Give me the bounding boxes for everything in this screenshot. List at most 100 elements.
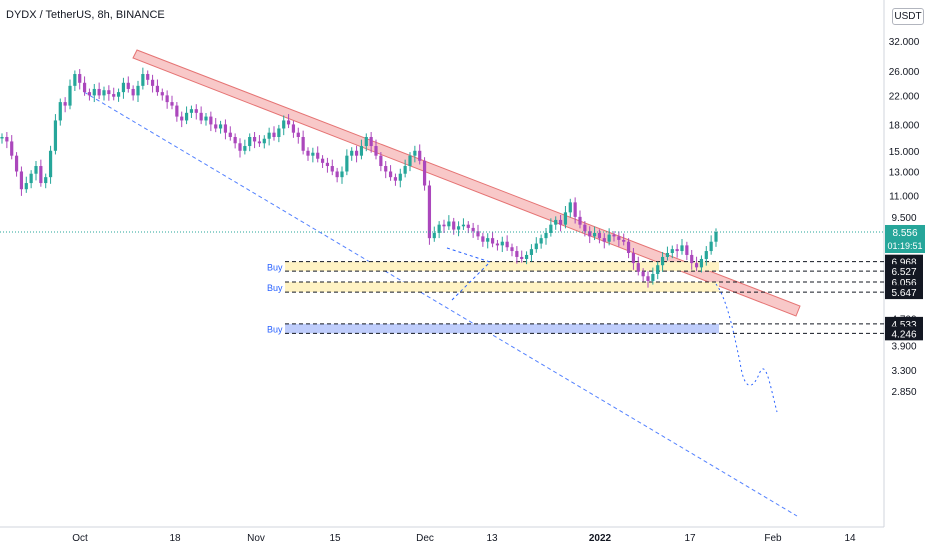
- candle: [534, 237, 538, 253]
- candle: [175, 102, 179, 122]
- candle: [14, 152, 19, 177]
- candle-body: [626, 241, 631, 253]
- candle: [155, 79, 160, 96]
- candle-body: [194, 109, 198, 113]
- candle: [243, 139, 247, 155]
- candle-body: [461, 224, 466, 227]
- candle: [690, 249, 694, 270]
- candle: [612, 231, 616, 242]
- candle: [184, 106, 189, 125]
- candle-body: [714, 231, 718, 242]
- price-marker-label: 5.647: [891, 288, 916, 299]
- candle-body: [456, 226, 461, 230]
- candle: [141, 67, 145, 90]
- candle: [24, 176, 28, 193]
- candle: [330, 159, 334, 176]
- candle-body: [87, 92, 92, 96]
- candle-body: [384, 166, 388, 172]
- candle-body: [651, 273, 655, 281]
- candle-body: [490, 238, 495, 244]
- candle: [160, 88, 164, 101]
- candle: [354, 145, 359, 163]
- last-price-marker: [885, 224, 925, 253]
- candle: [262, 135, 266, 149]
- candle-body: [320, 158, 325, 163]
- price-marker: [885, 285, 923, 300]
- candle-body: [539, 238, 543, 244]
- candle: [660, 251, 665, 272]
- candle: [709, 235, 713, 255]
- currency-badge[interactable]: USDT: [892, 8, 924, 25]
- candle: [398, 168, 402, 188]
- candle-body: [612, 234, 616, 237]
- candle-body: [248, 136, 252, 147]
- candle: [325, 157, 330, 173]
- candle-body: [592, 232, 597, 237]
- candle-body: [316, 152, 320, 159]
- time-tick-label: Feb: [764, 533, 782, 544]
- candle: [209, 111, 213, 132]
- projection-path: [715, 283, 778, 413]
- candle: [447, 215, 451, 230]
- candle-body: [568, 202, 572, 213]
- candle: [578, 210, 582, 229]
- candle: [180, 111, 184, 128]
- time-tick-label: 13: [486, 533, 498, 544]
- candle-body: [427, 185, 432, 239]
- candle-body: [10, 141, 14, 156]
- candle: [714, 228, 718, 247]
- candle-body: [524, 254, 529, 259]
- candle-body: [388, 171, 393, 178]
- candle: [602, 233, 606, 249]
- candle-body: [252, 136, 257, 142]
- candle: [617, 231, 621, 247]
- candle-body: [136, 85, 140, 96]
- candle: [126, 76, 130, 93]
- candle: [63, 97, 67, 113]
- candle: [505, 235, 509, 251]
- candle-body: [563, 212, 568, 225]
- candle: [369, 132, 373, 153]
- candle-body: [155, 85, 160, 93]
- candle-body: [277, 128, 281, 137]
- candle: [549, 218, 553, 237]
- candle-body: [78, 74, 82, 83]
- buy-zone-3-label: Buy: [267, 325, 283, 335]
- candle: [486, 233, 490, 249]
- candle-body: [495, 243, 500, 246]
- candle: [685, 241, 689, 261]
- candle-body: [418, 150, 422, 161]
- buy-zone-1-label: Buy: [267, 262, 283, 272]
- candle: [461, 218, 466, 230]
- candle-body: [408, 155, 412, 167]
- candle-body: [505, 241, 509, 248]
- candle-body: [0, 136, 4, 139]
- candle: [233, 133, 237, 149]
- price-tick-label: 3.300: [891, 366, 916, 377]
- price-marker: [885, 326, 923, 341]
- candle-body: [214, 124, 218, 129]
- candle-body: [204, 116, 208, 121]
- candle-body: [578, 216, 582, 225]
- candle: [641, 268, 645, 282]
- candle-body: [646, 276, 650, 281]
- candle-body: [403, 166, 407, 174]
- candle: [427, 180, 432, 245]
- candle: [694, 256, 699, 272]
- candle-body: [53, 120, 58, 151]
- candle: [73, 70, 77, 91]
- candle: [267, 127, 271, 146]
- candle: [39, 159, 43, 187]
- candle: [150, 74, 155, 93]
- buy-zone-3: [285, 323, 719, 334]
- candle-body: [359, 146, 364, 156]
- candle: [82, 76, 87, 96]
- candle-body: [102, 90, 106, 96]
- candle: [345, 149, 349, 176]
- last-price-countdown: 01:19:51: [887, 241, 922, 251]
- candle: [87, 88, 92, 101]
- time-tick-label: 15: [329, 533, 341, 544]
- candle: [418, 144, 422, 165]
